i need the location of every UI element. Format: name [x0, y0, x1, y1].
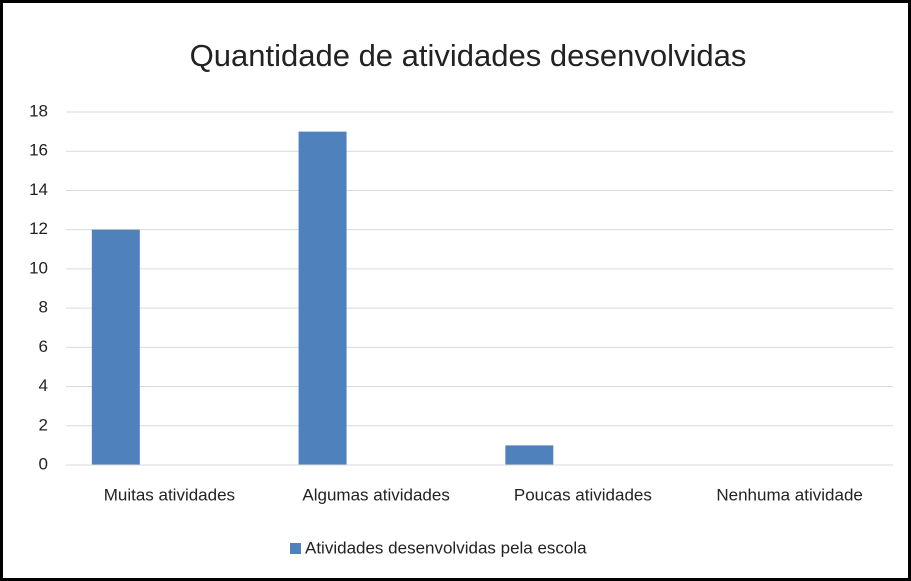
x-tick-label: Muitas atividades — [104, 485, 235, 504]
chart-title: Quantidade de atividades desenvolvidas — [190, 38, 747, 73]
x-tick-label: Algumas atividades — [302, 485, 449, 504]
y-tick-label: 6 — [39, 337, 48, 356]
y-tick-label: 14 — [29, 180, 48, 199]
y-tick-label: 8 — [39, 298, 48, 317]
y-tick-label: 16 — [29, 141, 48, 160]
legend-label: Atividades desenvolvidas pela escola — [305, 538, 587, 557]
y-tick-label: 2 — [39, 415, 48, 434]
bar — [505, 445, 554, 465]
y-tick-label: 4 — [39, 376, 48, 395]
legend-swatch — [290, 543, 301, 554]
y-tick-label: 10 — [29, 258, 48, 277]
y-tick-label: 18 — [29, 101, 48, 120]
x-tick-label: Poucas atividades — [514, 485, 652, 504]
bar — [298, 131, 347, 465]
y-tick-label: 12 — [29, 219, 48, 238]
y-tick-label: 0 — [39, 454, 48, 473]
x-tick-label: Nenhuma atividade — [716, 485, 862, 504]
bar — [91, 229, 140, 465]
